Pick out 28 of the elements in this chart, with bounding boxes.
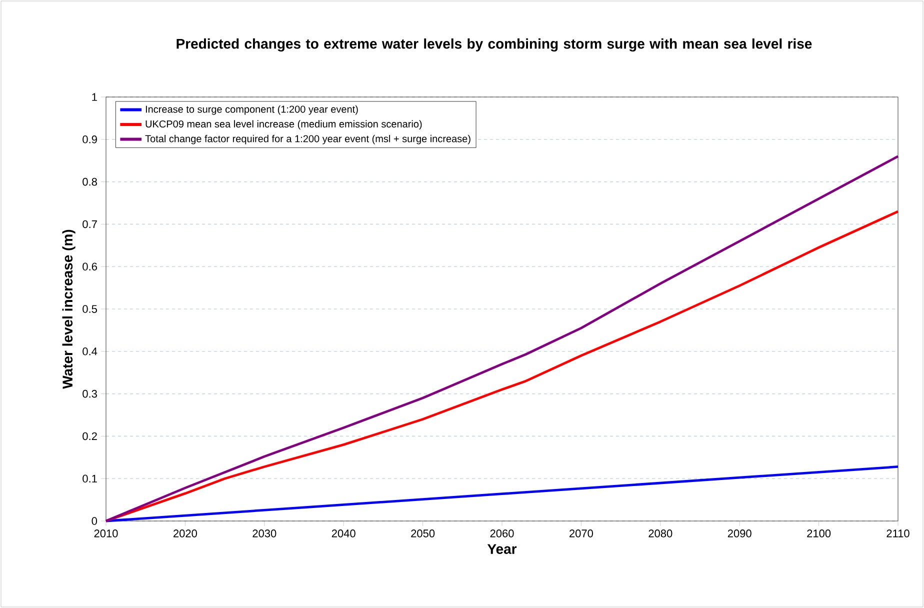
y-tick-label: 0.2 <box>82 432 97 440</box>
x-axis-title: Year <box>487 544 517 554</box>
y-axis-title: Water level increase (m) <box>62 230 76 389</box>
y-tick-label: 0.8 <box>82 178 97 186</box>
y-tick-label: 0.7 <box>82 220 97 228</box>
y-tick-label: 0.6 <box>82 262 97 270</box>
x-tick-label: 2090 <box>728 530 752 538</box>
legend-label: Increase to surge component (1:200 year event) <box>146 105 358 115</box>
x-tick-label: 2030 <box>252 530 276 538</box>
y-tick-label: 0.4 <box>82 348 98 356</box>
chart-title: Predicted changes to extreme water levels by combining storm surge with mean sea level rise <box>176 38 812 52</box>
y-tick-label: 0 <box>92 517 98 525</box>
x-tick-label: 2050 <box>411 530 435 538</box>
x-tick-label: 2110 <box>886 530 910 538</box>
y-tick-label: 0.1 <box>82 474 97 482</box>
x-tick-label: 2010 <box>94 530 118 538</box>
x-tick-label: 2100 <box>807 530 831 538</box>
x-tick-label: 2070 <box>570 530 593 538</box>
y-tick-label: 1 <box>92 93 97 101</box>
legend-label: Total change factor required for a 1:200 year event (msl + surge increase) <box>145 134 470 144</box>
y-tick-label: 0.9 <box>82 136 97 144</box>
x-tick-label: 2080 <box>648 530 672 538</box>
y-tick-label: 0.5 <box>82 305 97 313</box>
x-tick-label: 2020 <box>174 530 197 538</box>
x-tick-label: 2040 <box>332 530 356 538</box>
x-tick-label: 2060 <box>490 530 514 538</box>
y-tick-label: 0.3 <box>82 390 97 398</box>
legend-label: UKCP09 mean sea level increase (medium emission scenario) <box>146 120 422 130</box>
